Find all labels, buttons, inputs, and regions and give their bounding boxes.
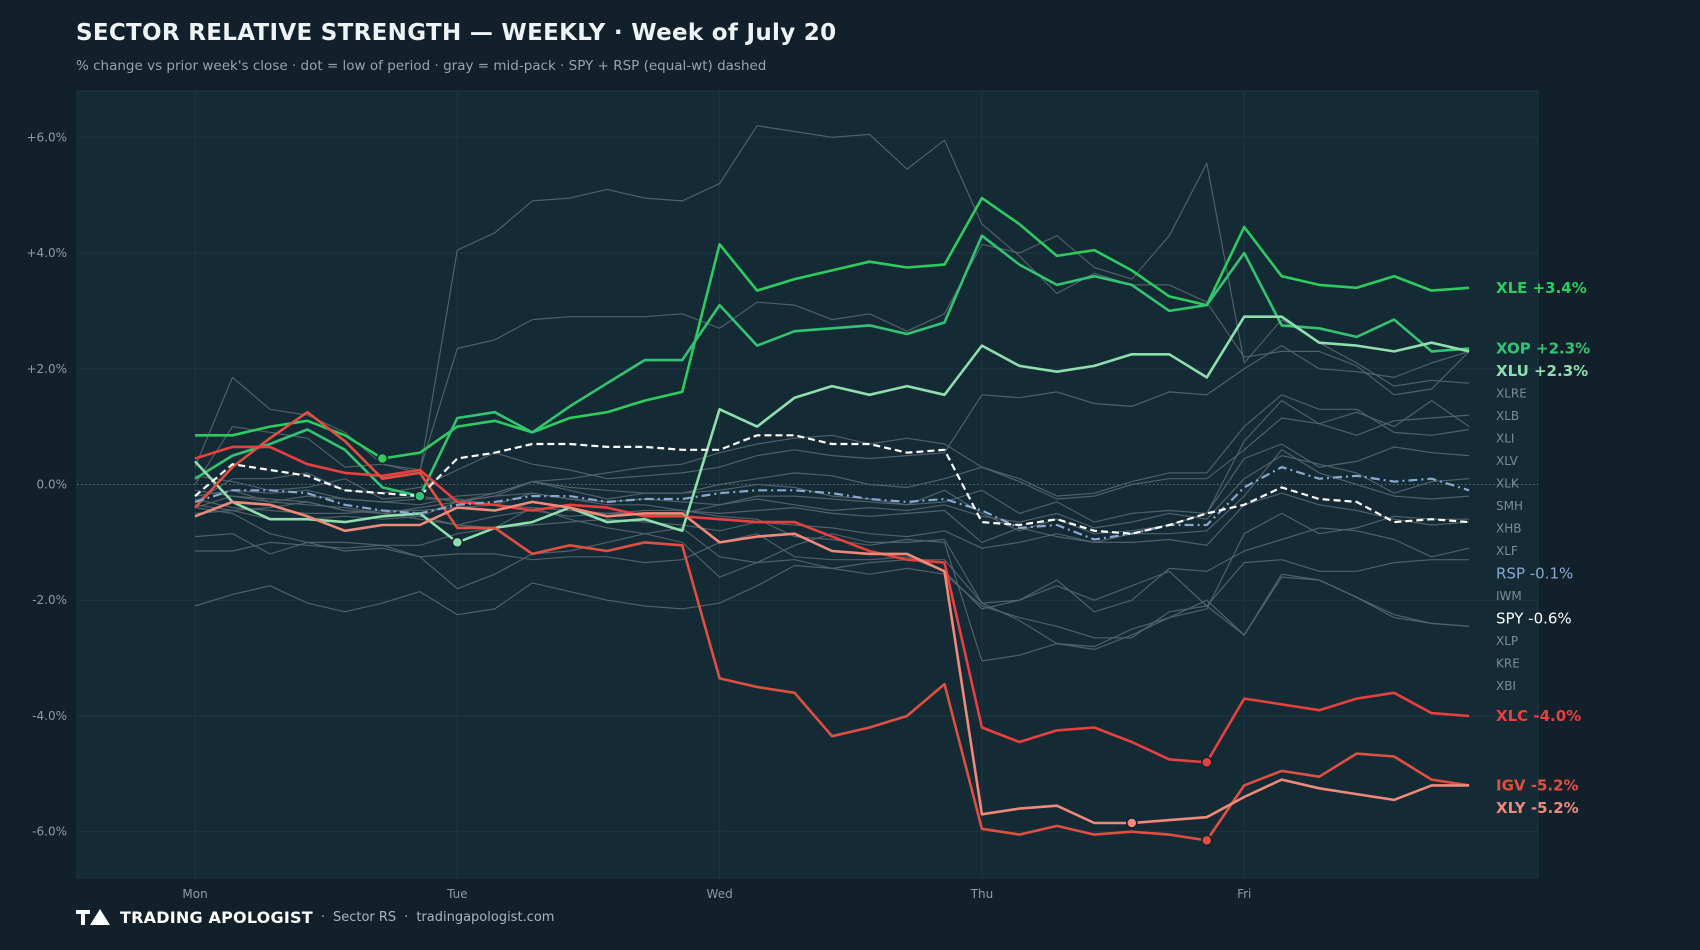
series-end-label: IGV -5.2% xyxy=(1496,776,1579,794)
low-dot-xop xyxy=(414,490,426,502)
midpack-series-line xyxy=(194,443,1470,535)
y-tick-label: -6.0% xyxy=(32,825,67,839)
series-line-xop xyxy=(194,234,1470,498)
series-end-label: XLF xyxy=(1496,544,1518,558)
series-end-label: XHB xyxy=(1496,522,1521,536)
series-end-label: XBI xyxy=(1496,679,1516,693)
brand-logo-icon xyxy=(76,909,110,925)
series-end-label: SPY -0.6% xyxy=(1496,610,1572,628)
series-end-label: XLK xyxy=(1496,477,1520,491)
low-dot-igv xyxy=(1201,834,1213,847)
footer-separator: · xyxy=(404,909,409,925)
series-line-igv xyxy=(194,410,1470,842)
series-end-label: KRE xyxy=(1496,657,1520,671)
low-dot-xlu xyxy=(451,536,464,549)
series-end-label: XOP +2.3% xyxy=(1496,340,1590,358)
footer: TRADING APOLOGIST · Sector RS · tradinga… xyxy=(76,906,554,928)
benchmark-line-rsp xyxy=(194,466,1470,541)
chart-title: SECTOR RELATIVE STRENGTH — WEEKLY · Week… xyxy=(76,20,837,46)
midpack-series-line xyxy=(194,125,1470,485)
y-tick-label: -2.0% xyxy=(32,593,67,607)
series-end-label: SMH xyxy=(1496,499,1523,513)
benchmark-line-spy xyxy=(194,434,1470,535)
y-tick-label: -4.0% xyxy=(32,709,67,723)
series-line-xly xyxy=(194,500,1470,825)
y-tick-label: +4.0% xyxy=(26,246,67,260)
x-tick-label: Mon xyxy=(182,887,207,901)
midpack-series-line xyxy=(194,345,1470,503)
series-end-label: XLP xyxy=(1496,634,1518,648)
series-end-label: XLB xyxy=(1496,409,1519,423)
series-line-xlc xyxy=(194,445,1470,764)
footer-section: Sector RS xyxy=(332,909,397,925)
series-end-label: XLC -4.0% xyxy=(1496,707,1581,725)
midpack-series-line xyxy=(195,533,1470,610)
plot-area xyxy=(76,90,1539,879)
midpack-series-line xyxy=(194,400,1470,523)
x-tick-label: Fri xyxy=(1237,887,1251,901)
series-end-label: XLY -5.2% xyxy=(1496,799,1579,817)
midpack-series-line xyxy=(194,507,1470,648)
midpack-series-line xyxy=(194,492,1470,549)
series-end-label: XLI xyxy=(1496,432,1514,446)
series-line-xlu xyxy=(194,315,1470,544)
series-line-xle xyxy=(195,196,1470,460)
low-dot-xly xyxy=(1126,817,1138,829)
series-end-label: XLRE xyxy=(1496,387,1527,401)
y-tick-label: +6.0% xyxy=(26,130,67,144)
series-end-label: IWM xyxy=(1496,589,1522,603)
midpack-series-line xyxy=(194,162,1470,471)
low-dot-xlc xyxy=(1201,756,1213,769)
midpack-series-line xyxy=(194,400,1470,506)
midpack-series-line xyxy=(194,527,1470,613)
brand-name: TRADING APOLOGIST xyxy=(120,907,313,927)
y-tick-label: 0.0% xyxy=(37,478,68,492)
x-tick-label: Wed xyxy=(707,887,733,901)
midpack-series-line xyxy=(194,394,1470,503)
footer-site[interactable]: tradingapologist.com xyxy=(416,909,555,925)
x-tick-label: Thu xyxy=(970,887,994,901)
series-end-label: XLU +2.3% xyxy=(1496,362,1588,380)
low-dot-xle xyxy=(376,452,389,465)
footer-separator: · xyxy=(320,909,325,925)
chart-subtitle: % change vs prior week's close · dot = l… xyxy=(76,58,767,74)
x-tick-label: Tue xyxy=(446,887,468,901)
series-end-label: XLE +3.4% xyxy=(1496,279,1587,297)
series-end-label: XLV xyxy=(1496,454,1519,468)
series-end-label: RSP -0.1% xyxy=(1496,565,1573,583)
y-tick-label: +2.0% xyxy=(26,362,67,376)
